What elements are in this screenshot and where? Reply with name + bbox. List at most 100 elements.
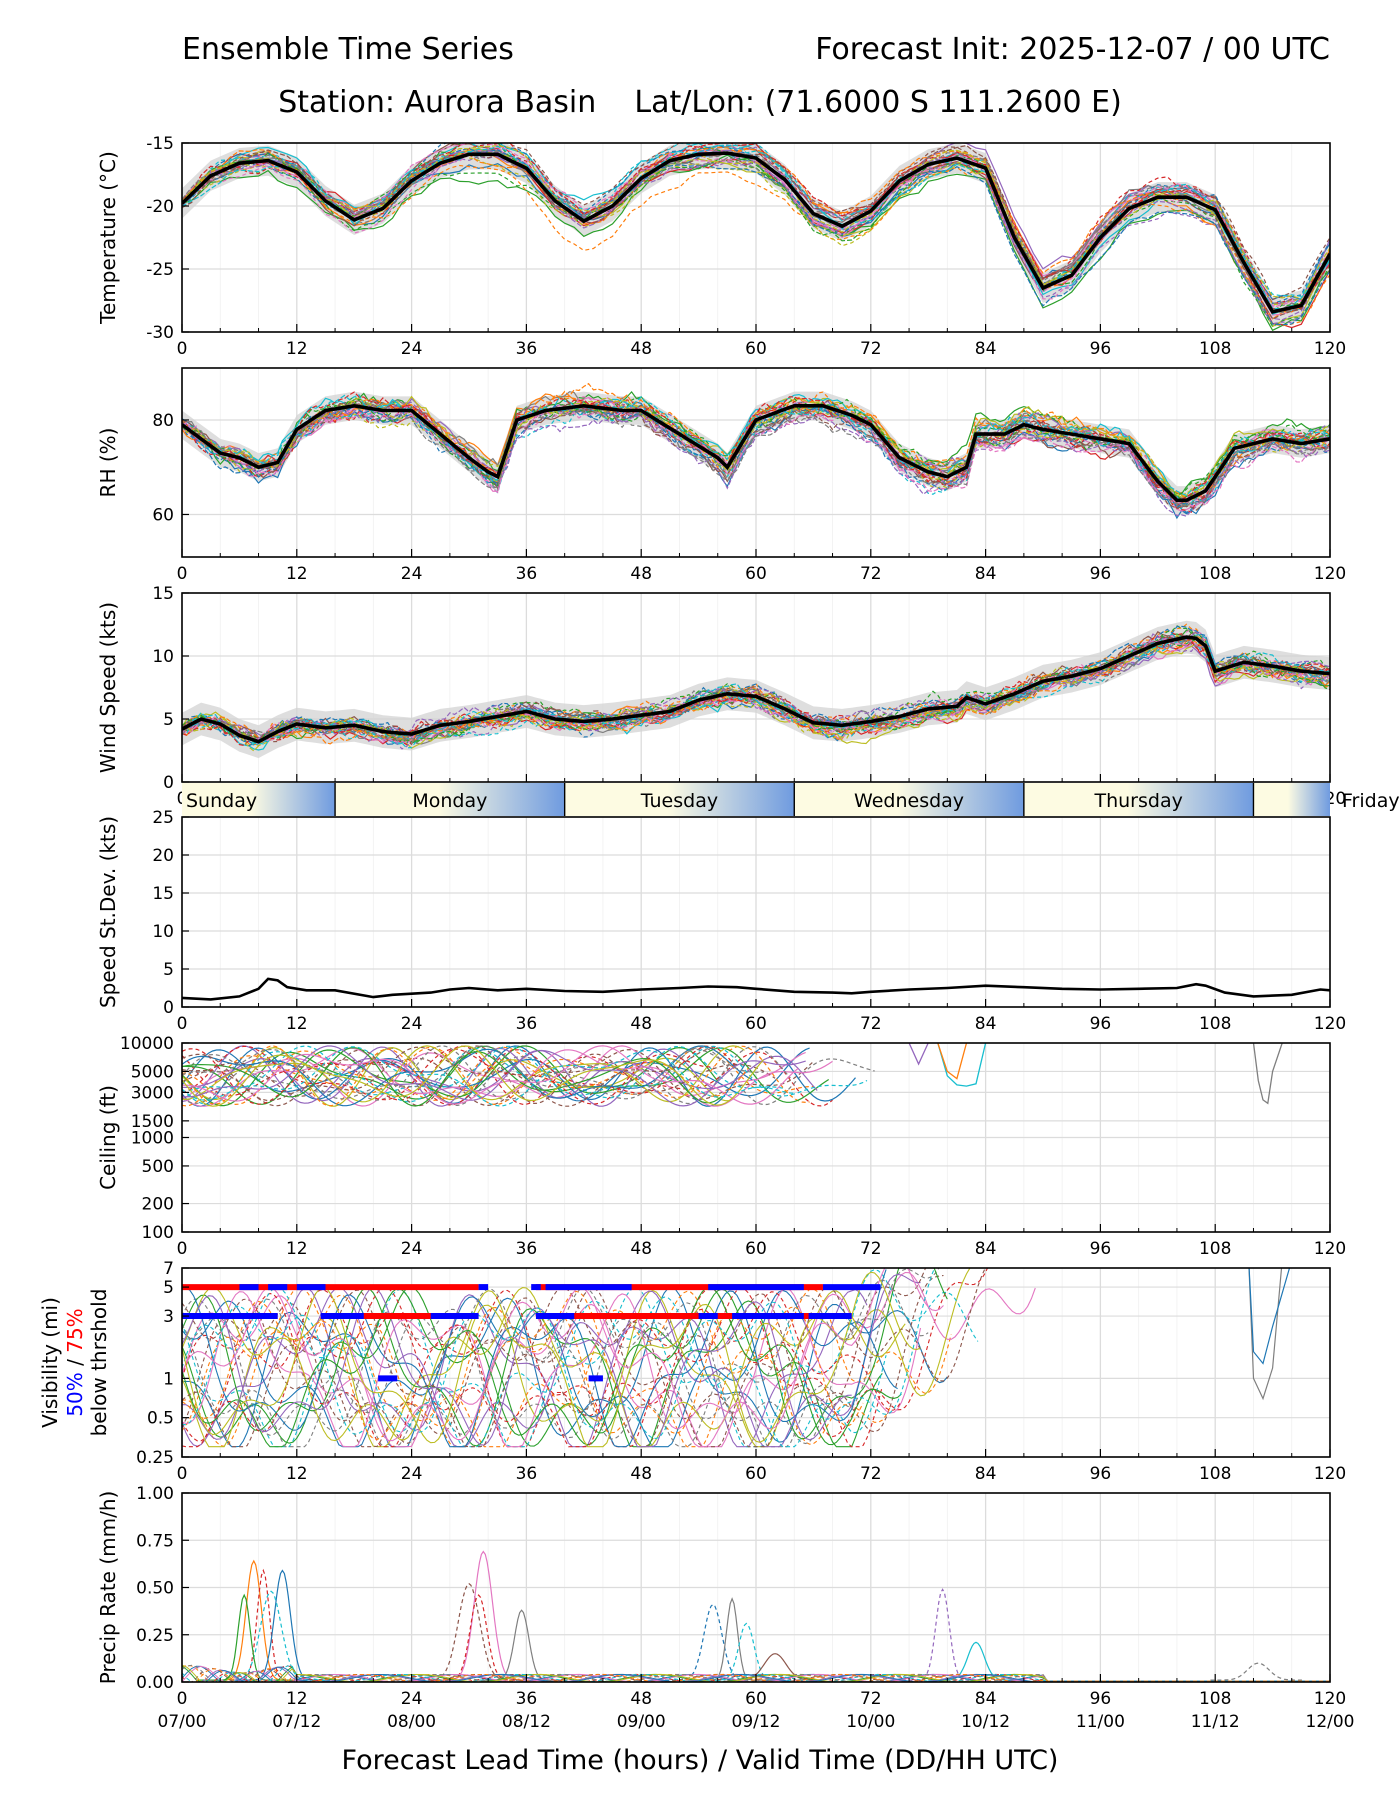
ceiling-plot-area xyxy=(182,1043,1283,1107)
y-tick-label: 10000 xyxy=(120,1034,174,1054)
x-tick-label: 24 xyxy=(401,564,423,584)
y-tick-label: 200 xyxy=(142,1195,174,1215)
x-tick-label: 108 xyxy=(1199,1014,1231,1034)
y-tick-label: -15 xyxy=(146,134,174,154)
y-tick-label: 10 xyxy=(152,922,174,942)
y-tick-label: -30 xyxy=(146,323,174,343)
wind_speed-member-line xyxy=(182,625,1330,745)
ceiling-member-line xyxy=(182,1045,776,1107)
vis-50pct-label: 50% xyxy=(63,1372,87,1416)
y-tick-label: 5 xyxy=(163,960,174,980)
y-tick-label: 500 xyxy=(142,1157,174,1177)
visibility-member-line xyxy=(182,1287,852,1448)
wind_speed-member-line xyxy=(182,636,1330,745)
precip-member-peak xyxy=(684,1597,778,1681)
wind_speed-member-line xyxy=(182,632,1330,746)
x-tick-label: 24 xyxy=(401,1464,423,1484)
temperature-spread-band xyxy=(182,143,1330,327)
day-label: Monday xyxy=(412,790,487,812)
precip-panel: 0 12 24 36 48 60 72 84 96 108 120 0.00 0.25 0.50 0.75 1… xyxy=(96,1484,1355,1732)
wind_speed-member-line xyxy=(182,638,1330,745)
y-tick-label: -20 xyxy=(146,197,174,217)
speed_stdev-y-axis-label: Speed St.Dev. (kts) xyxy=(96,816,120,1008)
x-tick-label: 72 xyxy=(860,1689,882,1709)
y-tick-label: 15 xyxy=(152,884,174,904)
x-date-label: 07/12 xyxy=(272,1712,321,1732)
x-tick-label: 24 xyxy=(401,1014,423,1034)
rh-panel: 0 12 24 36 48 60 72 84 96 108 120 60 80 RH (%) xyxy=(96,367,1346,584)
day-label: Thursday xyxy=(1093,790,1182,812)
ceiling-member-line xyxy=(182,1046,730,1107)
x-tick-label: 96 xyxy=(1090,1239,1112,1259)
ceiling-member-line xyxy=(182,1045,799,1105)
rh-plot-area xyxy=(182,382,1330,520)
day-band: Sunday Monday Tuesday Wednesday Thursday Frid… xyxy=(182,783,1400,816)
rh-ensemble-mean xyxy=(182,403,1330,503)
x-tick-label: 60 xyxy=(745,1239,767,1259)
x-tick-label: 120 xyxy=(1314,564,1346,584)
x-date-label: 11/00 xyxy=(1076,1712,1125,1732)
visibility-member-line xyxy=(182,1269,979,1448)
x-date-label: 09/12 xyxy=(732,1712,781,1732)
ceiling-late-member xyxy=(937,1043,968,1080)
x-tick-label: 0 xyxy=(177,1239,188,1259)
visibility-member-line xyxy=(182,1271,1036,1448)
temperature-ensemble-mean xyxy=(182,151,1330,314)
x-tick-label: 120 xyxy=(1314,1239,1346,1259)
day-label: Tuesday xyxy=(640,790,718,812)
title-right: Forecast Init: 2025-12-07 / 00 UTC xyxy=(815,32,1330,67)
x-tick-label: 120 xyxy=(1314,1464,1346,1484)
x-tick-label: 120 xyxy=(1314,1014,1346,1034)
rh-member-line xyxy=(182,393,1330,505)
temperature-member-line xyxy=(182,150,1330,314)
rh-member-line xyxy=(182,408,1330,507)
x-tick-label: 108 xyxy=(1199,1239,1231,1259)
temperature-member-line xyxy=(182,149,1330,305)
x-tick-label: 108 xyxy=(1199,1464,1231,1484)
x-tick-label: 36 xyxy=(516,1014,538,1034)
rh-member-line xyxy=(182,396,1330,503)
visibility-member-line xyxy=(182,1269,887,1448)
stdev-line xyxy=(182,977,1330,1001)
x-tick-label: 108 xyxy=(1199,564,1231,584)
x-tick-label: 12 xyxy=(286,1014,308,1034)
x-tick-label: 96 xyxy=(1090,339,1112,359)
y-tick-label: 20 xyxy=(152,846,174,866)
visibility-member-line xyxy=(182,1286,883,1448)
day-label: Sunday xyxy=(186,790,257,812)
precip-member-peak xyxy=(430,1594,525,1681)
x-date-label: 09/00 xyxy=(617,1712,666,1732)
x-tick-label: 96 xyxy=(1090,1464,1112,1484)
x-date-label: 08/00 xyxy=(387,1712,436,1732)
y-tick-label: 1 xyxy=(163,1369,174,1389)
rh-member-line xyxy=(182,391,1330,509)
ceiling-member-line xyxy=(182,1045,868,1097)
y-tick-label: 10 xyxy=(152,647,174,667)
x-tick-label: 12 xyxy=(286,1239,308,1259)
x-tick-label: 96 xyxy=(1090,1689,1112,1709)
ceiling-member-line xyxy=(182,1045,714,1105)
x-tick-label: 12 xyxy=(286,1689,308,1709)
x-tick-label: 48 xyxy=(630,564,652,584)
speed_stdev-plot-area xyxy=(182,977,1330,1001)
ceiling-member-line xyxy=(182,1045,806,1107)
x-tick-label: 84 xyxy=(975,1689,997,1709)
y-tick-label: 25 xyxy=(152,808,174,828)
day-label: Wednesday xyxy=(854,790,964,812)
vis-label-separator: / xyxy=(63,1353,87,1372)
x-tick-label: 72 xyxy=(860,1239,882,1259)
y-tick-label: 0 xyxy=(163,773,174,793)
x-tick-label: 120 xyxy=(1314,339,1346,359)
x-tick-label: 36 xyxy=(516,1689,538,1709)
x-tick-label: 60 xyxy=(745,1464,767,1484)
wind_speed-panel: 01224364860728496108120051015Wind Speed … xyxy=(96,584,1346,809)
x-tick-label: 24 xyxy=(401,1239,423,1259)
y-tick-label: 0.75 xyxy=(136,1531,174,1551)
visibility-plot-area xyxy=(182,1268,1291,1448)
y-tick-label: 0.5 xyxy=(147,1409,174,1429)
visibility-member-line xyxy=(182,1302,891,1445)
x-tick-label: 72 xyxy=(860,1014,882,1034)
visibility-member-line xyxy=(182,1287,868,1448)
x-tick-label: 84 xyxy=(975,564,997,584)
y-tick-label: 1000 xyxy=(131,1129,174,1149)
